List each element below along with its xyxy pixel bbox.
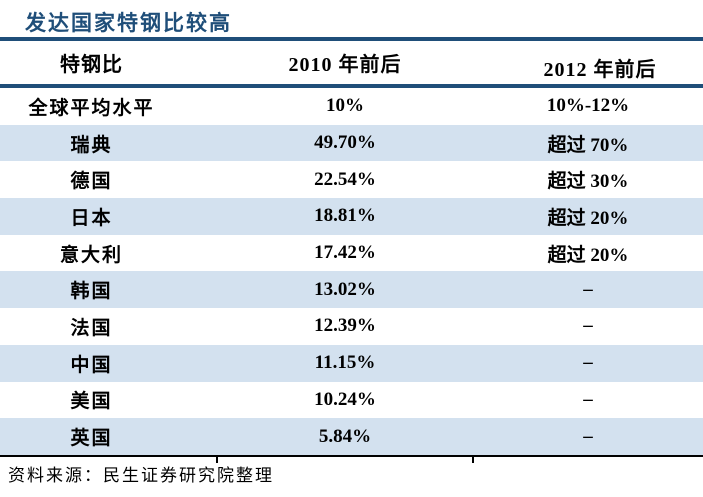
value-2010-cell: 5.84% — [318, 425, 372, 447]
value-2010-cell: 10.24% — [314, 388, 376, 410]
table-row: 法国 12.39% – — [0, 308, 703, 345]
value-2012-cell: – — [583, 352, 593, 374]
table-top-rule — [0, 37, 703, 41]
value-2010-cell: 12.39% — [314, 315, 376, 337]
table-header-row: 特钢比 2010 年前后 2012 年前后 — [0, 41, 703, 84]
value-2012-cell: – — [583, 315, 593, 337]
value-2012-cell: 超过 20% — [547, 244, 629, 266]
country-cell: 英国 — [70, 428, 113, 450]
value-2012-cell: 超过 20% — [547, 207, 629, 229]
country-cell: 韩国 — [70, 281, 113, 303]
value-2012-cell: – — [583, 425, 593, 447]
column-divider-tick — [216, 455, 218, 463]
value-2012-cell: – — [583, 388, 593, 410]
table-bottom-rule — [0, 455, 703, 457]
steel-ratio-table: 特钢比 2010 年前后 2012 年前后 全球平均水平 10% 10%-12%… — [0, 37, 703, 455]
value-2010-cell: 17.42% — [314, 242, 376, 264]
table-row: 日本 18.81% 超过 20% — [0, 198, 703, 235]
table-row: 英国 5.84% – — [0, 418, 703, 455]
value-2010-cell: 13.02% — [314, 278, 376, 300]
country-cell: 中国 — [70, 354, 113, 376]
value-2012-cell: 10%-12% — [546, 95, 630, 117]
country-cell: 美国 — [70, 391, 113, 413]
value-2010-cell: 22.54% — [314, 168, 376, 190]
source-note: 资料来源：民生证券研究院整理 — [8, 466, 274, 485]
header-col-2012: 2012 年前后 — [473, 48, 703, 81]
header-col-2010: 2010 年前后 — [288, 54, 402, 76]
table-row: 全球平均水平 10% 10%-12% — [0, 88, 703, 125]
country-cell: 法国 — [70, 317, 113, 339]
table-row: 美国 10.24% – — [0, 381, 703, 419]
country-cell: 德国 — [70, 171, 113, 193]
table-row: 德国 22.54% 超过 30% — [0, 161, 703, 199]
table-row: 韩国 13.02% – — [0, 271, 703, 309]
page-title: 发达国家特钢比较高 — [25, 11, 232, 35]
country-cell: 意大利 — [59, 244, 123, 266]
country-cell: 日本 — [70, 207, 113, 229]
header-col-label: 特钢比 — [60, 54, 123, 76]
table-row: 瑞典 49.70% 超过 70% — [0, 124, 703, 162]
value-2010-cell: 49.70% — [314, 132, 376, 154]
table-row: 中国 11.15% – — [0, 344, 703, 382]
country-cell: 瑞典 — [70, 134, 113, 156]
header-bottom-rule — [0, 84, 703, 88]
column-divider-tick — [472, 455, 474, 463]
value-2010-cell: 18.81% — [314, 205, 376, 227]
value-2012-cell: – — [583, 278, 593, 300]
header-col-2012-label: 2012 年前后 — [543, 59, 657, 81]
table-row: 意大利 17.42% 超过 20% — [0, 234, 703, 272]
value-2010-cell: 11.15% — [314, 352, 376, 374]
country-cell: 全球平均水平 — [28, 97, 155, 119]
value-2012-cell: 超过 30% — [547, 171, 629, 193]
value-2012-cell: 超过 70% — [547, 134, 629, 156]
value-2010-cell: 10% — [326, 95, 364, 117]
